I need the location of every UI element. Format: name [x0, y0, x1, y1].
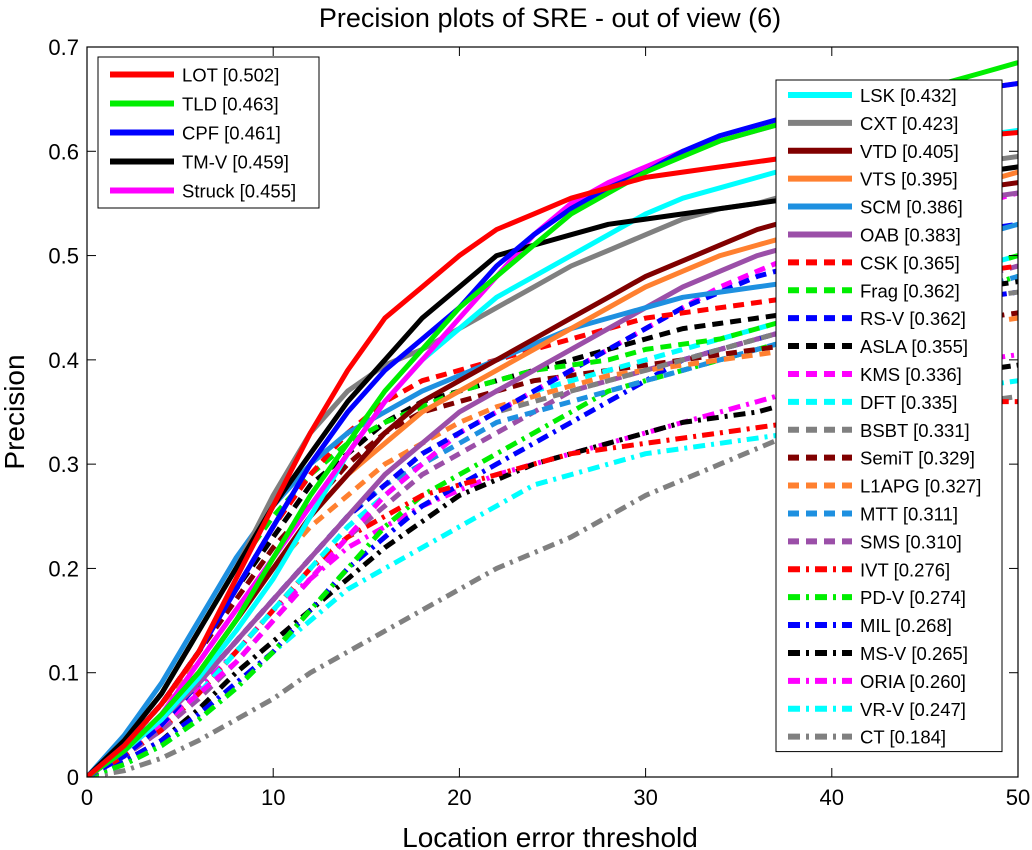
legend-label-csk: CSK [0.365]: [860, 252, 960, 273]
x-tick-label: 10: [261, 785, 285, 810]
legend-label-sms: SMS [0.310]: [860, 531, 962, 552]
legend-label-rs-v: RS-V [0.362]: [860, 308, 966, 329]
legend-left: LOT [0.502] TLD [0.463] CPF [0.461] TM-V [0…: [97, 56, 320, 209]
legend-box: [775, 79, 1003, 753]
legend-label-dft: DFT [0.335]: [860, 392, 957, 413]
legend-label-l1apg: L1APG [0.327]: [860, 476, 981, 497]
y-tick-label: 0.2: [48, 556, 79, 581]
series-line-l1apg: [87, 315, 1018, 777]
y-axis-label: Precision: [0, 354, 30, 469]
legend-label-bsbt: BSBT [0.331]: [860, 420, 970, 441]
x-axis-label: Location error threshold: [402, 822, 698, 850]
legend-label-frag: Frag [0.362]: [860, 280, 960, 301]
y-tick-label: 0.3: [48, 452, 79, 477]
legend-label-scm: SCM [0.386]: [860, 197, 963, 218]
y-tick-label: 0.6: [48, 139, 79, 164]
legend-label-oria: ORIA [0.260]: [860, 671, 966, 692]
x-tick-label: 20: [447, 785, 471, 810]
legend-right: LSK [0.432] CXT [0.423] VTD [0.405] VTS [0.…: [775, 79, 1003, 753]
legend-label-mtt: MTT [0.311]: [860, 503, 958, 524]
legend-label-vtd: VTD [0.405]: [860, 141, 959, 162]
legend-label-oab: OAB [0.383]: [860, 224, 961, 245]
legend-label-semit: SemiT [0.329]: [860, 448, 975, 469]
legend-label-lsk: LSK [0.432]: [860, 85, 957, 106]
y-tick-label: 0.7: [48, 35, 79, 60]
legend-label-tm-v: TM-V [0.459]: [182, 152, 289, 173]
legend-label-mil: MIL [0.268]: [860, 615, 952, 636]
series-line-ct: [87, 393, 1018, 777]
legend-label-ms-v: MS-V [0.265]: [860, 643, 968, 664]
legend-label-vr-v: VR-V [0.247]: [860, 699, 966, 720]
legend-label-asla: ASLA [0.355]: [860, 336, 968, 357]
y-tick-label: 0: [67, 765, 79, 790]
x-tick-label: 30: [633, 785, 657, 810]
legend-label-struck: Struck [0.455]: [182, 181, 296, 202]
legend-label-pd-v: PD-V [0.274]: [860, 587, 966, 608]
x-tick-label: 40: [820, 785, 844, 810]
x-tick-label: 0: [81, 785, 93, 810]
legend-label-lot: LOT [0.502]: [182, 65, 279, 86]
x-tick-label: 50: [1006, 785, 1030, 810]
y-tick-label: 0.1: [48, 661, 79, 686]
legend-label-kms: KMS [0.336]: [860, 364, 962, 385]
plot-frame: [86, 46, 1019, 778]
chart-title: Precision plots of SRE - out of view (6): [319, 3, 781, 33]
legend-label-cpf: CPF [0.461]: [182, 123, 281, 144]
legend-label-cxt: CXT [0.423]: [860, 113, 958, 134]
legend-label-tld: TLD [0.463]: [182, 94, 279, 115]
axes: 0 10 20 30 40 50 0 0.1 0.2 0.3 0.4 0.5 0.6 0.7: [48, 35, 1030, 810]
legend-label-vts: VTS [0.395]: [860, 169, 958, 190]
legend-label-ivt: IVT [0.276]: [860, 559, 950, 580]
y-tick-label: 0.5: [48, 244, 79, 269]
legend-label-ct: CT [0.184]: [860, 727, 946, 748]
y-tick-label: 0.4: [48, 348, 79, 373]
